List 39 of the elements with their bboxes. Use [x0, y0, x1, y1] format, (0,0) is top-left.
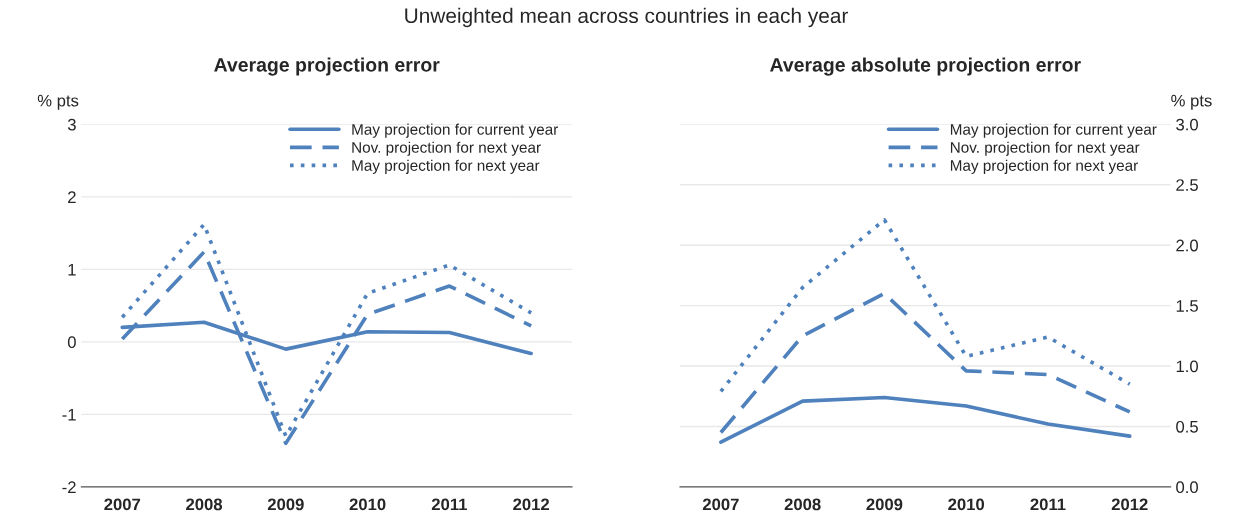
x-tick-label: 2007 [702, 498, 739, 511]
x-tick-label: 2008 [186, 498, 223, 511]
y2-tick-label: 2.0 [1176, 239, 1198, 252]
y-axis-title: % pts [37, 94, 79, 110]
legend-label: May projection for current year [950, 123, 1157, 138]
line-series [719, 395, 1132, 445]
legend-label: Nov. projection for next year [950, 141, 1140, 156]
x-tick-label: 2012 [513, 498, 550, 511]
x-tick-label: 2010 [948, 498, 985, 511]
y2-tick-label: 0.0 [1176, 481, 1198, 494]
legend-label: May projection for current year [352, 123, 559, 138]
y-tick-label: 1 [68, 263, 76, 276]
chart-title: Average absolute projection error [770, 57, 1081, 76]
y-tick-label: 2 [68, 191, 76, 203]
legend-label: May projection for next year [352, 159, 540, 174]
y2-tick-label: 3.0 [1176, 118, 1198, 131]
y-tick-label: -1 [62, 408, 76, 421]
text: Unweighted mean across countries in each year [405, 7, 849, 28]
x-tick-label: 2008 [784, 498, 821, 511]
y2-tick-label: 1.0 [1176, 360, 1198, 373]
x-tick-label: 2011 [431, 498, 467, 511]
legend-label: May projection for next year [950, 159, 1138, 174]
x-tick-label: 2011 [1030, 498, 1066, 511]
line-series [719, 217, 1132, 394]
y-tick-label: 3 [67, 118, 76, 131]
chart-title: Average projection error [214, 57, 440, 76]
y2-tick-label: 2.5 [1176, 179, 1198, 191]
y-tick-label: -2 [62, 481, 76, 493]
y2-axis-title: % pts [1171, 94, 1212, 110]
x-tick-label: 2009 [866, 498, 903, 511]
line-series [719, 291, 1132, 435]
x-tick-label: 2012 [1111, 498, 1148, 511]
y-tick-label: 0 [67, 336, 76, 349]
y2-tick-label: 0.5 [1176, 420, 1198, 433]
x-tick-label: 2007 [104, 498, 141, 511]
x-tick-label: 2010 [349, 498, 386, 511]
y2-tick-label: 1.5 [1176, 300, 1198, 312]
x-tick-label: 2009 [267, 498, 304, 511]
legend-label: Nov. projection for next year [352, 141, 541, 156]
